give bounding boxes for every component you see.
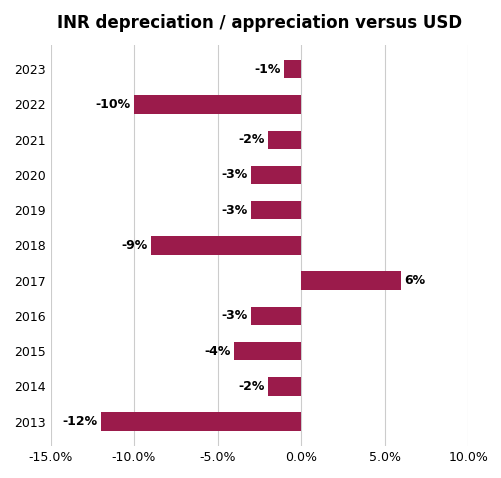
Text: -9%: -9%	[121, 239, 147, 252]
Text: -3%: -3%	[221, 168, 247, 182]
Text: -12%: -12%	[62, 415, 97, 428]
Text: -10%: -10%	[95, 98, 130, 111]
Text: 6%: 6%	[404, 274, 425, 287]
Text: -2%: -2%	[237, 380, 264, 393]
Bar	[250, 201, 301, 219]
Bar	[267, 130, 301, 149]
Bar	[250, 307, 301, 325]
Bar	[284, 60, 301, 78]
Bar	[301, 272, 400, 290]
Text: -4%: -4%	[204, 345, 230, 358]
Text: -3%: -3%	[221, 204, 247, 217]
Title: INR depreciation / appreciation versus USD: INR depreciation / appreciation versus U…	[57, 14, 461, 32]
Text: -2%: -2%	[237, 133, 264, 146]
Bar	[100, 413, 301, 431]
Text: -3%: -3%	[221, 309, 247, 322]
Text: -1%: -1%	[254, 63, 281, 76]
Bar	[134, 95, 301, 114]
Bar	[150, 236, 301, 255]
Bar	[267, 377, 301, 395]
Bar	[234, 342, 301, 360]
Bar	[250, 166, 301, 184]
